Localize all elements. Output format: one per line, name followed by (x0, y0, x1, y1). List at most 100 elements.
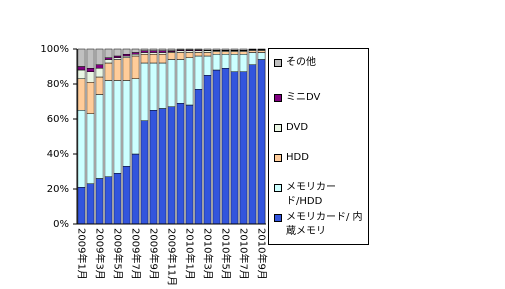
legend-label: メモリカード/HDD (286, 182, 336, 207)
bar-segment (158, 62, 167, 109)
bar-segment (122, 57, 131, 81)
bar-segment (212, 69, 221, 225)
legend-swatch (274, 124, 282, 132)
bar-segment (212, 48, 221, 51)
bar-segment (221, 48, 230, 51)
bar-segment (77, 66, 86, 71)
legend-item: その他 (274, 56, 368, 70)
bar-segment (140, 54, 149, 64)
bar-segment (167, 59, 176, 107)
bar-segment (248, 52, 257, 65)
bar-segment (203, 55, 212, 76)
y-tick-label: 20% (47, 184, 69, 195)
bar-segment (185, 48, 194, 51)
x-tick-label: 2010年5月 (220, 228, 233, 280)
bar-segment (158, 108, 167, 225)
legend-swatch (274, 184, 282, 192)
bar-segment (176, 52, 185, 60)
legend-item: メモリカード/HDD (274, 181, 368, 209)
bar-segment (194, 89, 203, 225)
bar-segment (239, 48, 248, 51)
y-tick-label: 40% (47, 149, 69, 160)
bar-segment (239, 71, 248, 225)
bar-segment (86, 82, 95, 114)
bar-segment (104, 48, 113, 58)
bar-segment (77, 187, 86, 225)
bar-segment (86, 71, 95, 83)
bar-segment (131, 55, 140, 79)
x-tick-label: 2009年1月 (76, 228, 89, 280)
bar-segment (140, 52, 149, 55)
legend: その他 ミニDV DVD HDD メモリカード/HDD メモリカード/ 内蔵メモリ (268, 48, 369, 245)
bar-segment (77, 69, 86, 79)
legend-swatch (274, 94, 282, 102)
x-tick-label: 2009年5月 (112, 228, 125, 280)
bar-segment (203, 52, 212, 57)
bar-segment (185, 104, 194, 225)
bar-segment (158, 48, 167, 51)
bar-segment (248, 64, 257, 225)
bar-segment (104, 57, 113, 60)
bar-segment (149, 54, 158, 64)
bar-segment (113, 55, 122, 58)
bar-segment (122, 48, 131, 55)
bar-segment (86, 68, 95, 72)
bar-segment (140, 62, 149, 121)
bar-segment (203, 75, 212, 225)
bar-segment (194, 50, 203, 53)
bar-segment (176, 48, 185, 51)
bar-segment (95, 64, 104, 69)
bar-segment (131, 52, 140, 55)
bar-segment (257, 59, 266, 225)
bar-segment (131, 54, 140, 57)
x-tick-label: 2009年9月 (148, 228, 161, 280)
bar-segment (158, 52, 167, 55)
bar-segment (104, 176, 113, 225)
legend-item: ミニDV (274, 91, 368, 105)
bar-segment (239, 54, 248, 72)
bar-segment (122, 166, 131, 225)
bar-segment (122, 55, 131, 58)
bar-segment (113, 80, 122, 174)
bar-segment (77, 48, 86, 67)
bar-segment (230, 48, 239, 51)
bar-segment (194, 55, 203, 90)
bar-segment (176, 103, 185, 225)
bar-segment (185, 50, 194, 53)
bar-segment (203, 50, 212, 53)
bar-segment (113, 57, 122, 60)
bar-segment (221, 51, 230, 55)
x-tick-label: 2009年3月 (94, 228, 107, 280)
bar-segment (230, 71, 239, 225)
bar-segment (149, 50, 158, 53)
bar-segment (95, 94, 104, 179)
bar-segment (131, 153, 140, 225)
bar-segment (131, 48, 140, 53)
bar-segment (158, 50, 167, 53)
x-tick-label: 2010年9月 (256, 228, 269, 280)
bar-segment (122, 80, 131, 167)
bar-segment (257, 52, 266, 60)
x-tick-label: 2010年7月 (238, 228, 251, 280)
bar-segment (221, 68, 230, 225)
y-tick-label: 80% (47, 79, 69, 90)
bar-segment (131, 78, 140, 155)
bar-segment (86, 48, 95, 69)
bar-segment (140, 120, 149, 225)
bar-segment (122, 54, 131, 57)
bar-segment (86, 113, 95, 184)
bar-segment (149, 52, 158, 55)
x-tick-label: 2009年11月 (166, 228, 179, 286)
x-tick-label: 2009年7月 (130, 228, 143, 280)
bar-segment (113, 59, 122, 81)
bar-segment (212, 51, 221, 55)
bar-segment (95, 178, 104, 225)
bar-segment (149, 48, 158, 51)
legend-swatch (274, 154, 282, 162)
x-tick-label: 2010年3月 (202, 228, 215, 280)
x-tick-label: 2010年1月 (184, 228, 197, 280)
bar-segment (194, 52, 203, 57)
bar-segment (248, 50, 257, 53)
